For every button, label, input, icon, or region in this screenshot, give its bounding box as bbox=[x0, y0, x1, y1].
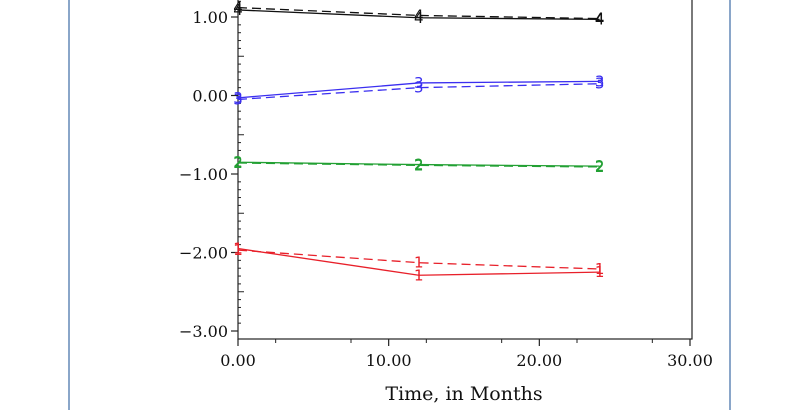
series-line-1-solid bbox=[237, 247, 600, 276]
series-marker-3: 3 bbox=[233, 89, 243, 107]
y-axis-ticks: 1.00 0.00 −1.00 −2.00 −3.00 bbox=[179, 8, 238, 341]
series-marker-3: 3 bbox=[233, 90, 243, 108]
series-marker-2: 2 bbox=[595, 158, 605, 176]
series-marker-1: 1 bbox=[595, 260, 605, 278]
series-marker-4: 4 bbox=[414, 6, 424, 24]
y-tick-label: −3.00 bbox=[179, 322, 228, 341]
series-marker-2: 2 bbox=[414, 156, 424, 174]
x-axis-ticks: 0.00 10.00 20.00 30.00 bbox=[220, 339, 713, 370]
plot-area-frame bbox=[237, 0, 693, 340]
series-line-4-solid bbox=[237, 9, 600, 21]
series-marker-3: 3 bbox=[414, 74, 424, 92]
window-border-right bbox=[729, 0, 731, 410]
y-tick-label: −1.00 bbox=[179, 165, 228, 184]
y-tick-label: 1.00 bbox=[192, 8, 228, 27]
series-marker-4: 4 bbox=[233, 1, 243, 19]
series-line-2-solid bbox=[237, 161, 600, 167]
window-border-left bbox=[68, 0, 70, 410]
series-line-1-dashed bbox=[237, 249, 600, 270]
series-marker-4: 4 bbox=[233, 0, 243, 17]
series-line-2-dashed bbox=[237, 162, 600, 168]
series-line-3-solid bbox=[237, 80, 600, 99]
x-axis-title: Time, in Months bbox=[385, 383, 542, 405]
series-marker-4: 4 bbox=[595, 10, 605, 28]
series-marker-2: 2 bbox=[414, 156, 424, 174]
series-marker-1: 1 bbox=[414, 254, 424, 272]
series-marker-1: 1 bbox=[233, 241, 243, 259]
series-line-4-dashed bbox=[237, 6, 600, 20]
series-marker-4: 4 bbox=[414, 9, 424, 27]
series-marker-3: 3 bbox=[595, 75, 605, 93]
series-marker-2: 2 bbox=[233, 154, 243, 172]
series-marker-1: 1 bbox=[233, 240, 243, 258]
x-tick-label: 20.00 bbox=[516, 351, 562, 370]
series-marker-4: 4 bbox=[595, 10, 605, 28]
series-marker-2: 2 bbox=[595, 157, 605, 175]
x-tick-label: 30.00 bbox=[667, 351, 713, 370]
series-line-3-dashed bbox=[237, 83, 600, 101]
series-marker-1: 1 bbox=[595, 263, 605, 281]
x-tick-label: 10.00 bbox=[366, 351, 412, 370]
y-minor-ticks bbox=[238, 0, 244, 324]
series-layer: 11 111 12 2 22 2 233 333 34 4 44 4 4 bbox=[233, 0, 604, 284]
series-marker-2: 2 bbox=[233, 153, 243, 171]
series-marker-1: 1 bbox=[414, 266, 424, 284]
series-marker-3: 3 bbox=[595, 72, 605, 90]
x-tick-label: 0.00 bbox=[220, 351, 256, 370]
series-marker-3: 3 bbox=[414, 79, 424, 97]
y-tick-label: −2.00 bbox=[179, 244, 228, 263]
y-tick-label: 0.00 bbox=[192, 87, 228, 106]
